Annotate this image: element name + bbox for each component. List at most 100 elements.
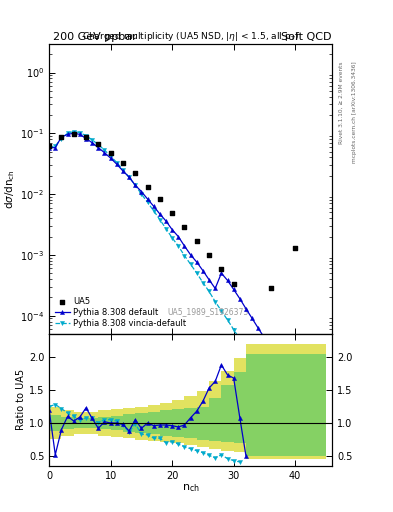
Pythia 8.308 vincia-default <box>231 327 236 333</box>
Pythia 8.308 vincia-default <box>207 288 211 294</box>
Y-axis label: d$\sigma$/dn$_\mathregular{ch}$: d$\sigma$/dn$_\mathregular{ch}$ <box>4 169 17 209</box>
Pythia 8.308 default <box>299 396 304 402</box>
Pythia 8.308 default <box>200 268 205 274</box>
UA5 <box>108 148 114 157</box>
Pythia 8.308 vincia-default <box>256 367 261 373</box>
Pythia 8.308 vincia-default <box>47 144 51 151</box>
Pythia 8.308 default <box>170 226 174 232</box>
Pythia 8.308 default <box>139 188 144 195</box>
Text: Soft QCD: Soft QCD <box>281 32 331 42</box>
Line: Pythia 8.308 vincia-default: Pythia 8.308 vincia-default <box>47 130 322 472</box>
Pythia 8.308 vincia-default <box>53 143 58 149</box>
Pythia 8.308 default <box>77 131 82 137</box>
Pythia 8.308 vincia-default <box>182 252 187 259</box>
UA5 <box>267 284 274 292</box>
UA5 <box>194 237 200 245</box>
UA5 <box>144 183 151 191</box>
X-axis label: n$_\mathregular{ch}$: n$_\mathregular{ch}$ <box>182 482 200 494</box>
Pythia 8.308 default <box>262 335 267 341</box>
Pythia 8.308 default <box>72 130 76 136</box>
Pythia 8.308 vincia-default <box>262 376 267 382</box>
Pythia 8.308 default <box>188 252 193 258</box>
Pythia 8.308 default <box>108 155 113 161</box>
UA5 <box>71 130 77 138</box>
Pythia 8.308 default <box>293 385 298 391</box>
Pythia 8.308 vincia-default <box>96 142 101 148</box>
Pythia 8.308 vincia-default <box>225 317 230 323</box>
Pythia 8.308 default <box>158 211 162 217</box>
Pythia 8.308 default <box>250 315 255 322</box>
UA5 <box>292 244 298 252</box>
Pythia 8.308 vincia-default <box>77 130 82 136</box>
Pythia 8.308 vincia-default <box>318 467 322 473</box>
Pythia 8.308 default <box>176 233 181 240</box>
Pythia 8.308 default <box>84 136 88 142</box>
Text: Rivet 3.1.10, ≥ 2.9M events: Rivet 3.1.10, ≥ 2.9M events <box>339 61 344 144</box>
Pythia 8.308 default <box>127 174 131 180</box>
Pythia 8.308 vincia-default <box>133 182 138 188</box>
Pythia 8.308 vincia-default <box>219 308 224 314</box>
Pythia 8.308 default <box>237 295 242 302</box>
Pythia 8.308 default <box>47 144 51 151</box>
Pythia 8.308 vincia-default <box>176 243 181 249</box>
UA5 <box>120 158 126 166</box>
Pythia 8.308 default <box>182 243 187 249</box>
Pythia 8.308 vincia-default <box>244 346 248 352</box>
Pythia 8.308 default <box>65 131 70 137</box>
Pythia 8.308 default <box>163 218 168 224</box>
Pythia 8.308 vincia-default <box>127 174 131 180</box>
Pythia 8.308 vincia-default <box>114 159 119 165</box>
Pythia 8.308 default <box>114 161 119 167</box>
Pythia 8.308 default <box>102 150 107 156</box>
Pythia 8.308 default <box>96 144 101 151</box>
Pythia 8.308 vincia-default <box>250 356 255 362</box>
Pythia 8.308 vincia-default <box>163 226 168 232</box>
Pythia 8.308 default <box>195 259 199 265</box>
Text: UA5_1989_S1926373: UA5_1989_S1926373 <box>167 308 248 316</box>
Pythia 8.308 vincia-default <box>121 167 125 173</box>
Text: 200 GeV ppbar: 200 GeV ppbar <box>53 32 137 42</box>
UA5 <box>46 142 52 150</box>
UA5 <box>218 265 224 273</box>
Pythia 8.308 vincia-default <box>102 147 107 153</box>
Legend: UA5, Pythia 8.308 default, Pythia 8.308 vincia-default: UA5, Pythia 8.308 default, Pythia 8.308 … <box>53 295 188 330</box>
Pythia 8.308 vincia-default <box>299 437 304 443</box>
Pythia 8.308 default <box>305 405 310 411</box>
Pythia 8.308 vincia-default <box>274 396 279 402</box>
Pythia 8.308 default <box>274 355 279 361</box>
Pythia 8.308 vincia-default <box>200 280 205 286</box>
Pythia 8.308 vincia-default <box>158 217 162 223</box>
Pythia 8.308 default <box>53 144 58 151</box>
Pythia 8.308 default <box>207 276 211 283</box>
Pythia 8.308 vincia-default <box>72 129 76 135</box>
Pythia 8.308 vincia-default <box>237 336 242 342</box>
Pythia 8.308 vincia-default <box>151 208 156 214</box>
Pythia 8.308 vincia-default <box>268 386 273 392</box>
Pythia 8.308 default <box>219 270 224 276</box>
Y-axis label: Ratio to UA5: Ratio to UA5 <box>16 369 26 431</box>
Pythia 8.308 default <box>133 182 138 188</box>
Pythia 8.308 vincia-default <box>170 235 174 241</box>
Pythia 8.308 vincia-default <box>59 136 64 142</box>
Pythia 8.308 vincia-default <box>213 298 218 305</box>
Pythia 8.308 vincia-default <box>108 153 113 159</box>
Pythia 8.308 vincia-default <box>188 261 193 267</box>
Pythia 8.308 default <box>268 345 273 351</box>
UA5 <box>206 251 212 259</box>
Pythia 8.308 vincia-default <box>84 133 88 139</box>
Pythia 8.308 vincia-default <box>90 137 95 143</box>
Line: Pythia 8.308 default: Pythia 8.308 default <box>47 131 310 410</box>
UA5 <box>157 195 163 203</box>
Pythia 8.308 default <box>231 286 236 292</box>
Pythia 8.308 default <box>286 375 291 381</box>
Pythia 8.308 default <box>281 365 285 371</box>
Pythia 8.308 vincia-default <box>139 191 144 197</box>
Pythia 8.308 default <box>256 325 261 331</box>
Pythia 8.308 vincia-default <box>305 447 310 453</box>
UA5 <box>181 223 187 231</box>
Pythia 8.308 default <box>151 203 156 209</box>
Pythia 8.308 default <box>225 278 230 284</box>
UA5 <box>95 140 101 148</box>
Pythia 8.308 vincia-default <box>311 457 316 463</box>
UA5 <box>58 133 64 141</box>
